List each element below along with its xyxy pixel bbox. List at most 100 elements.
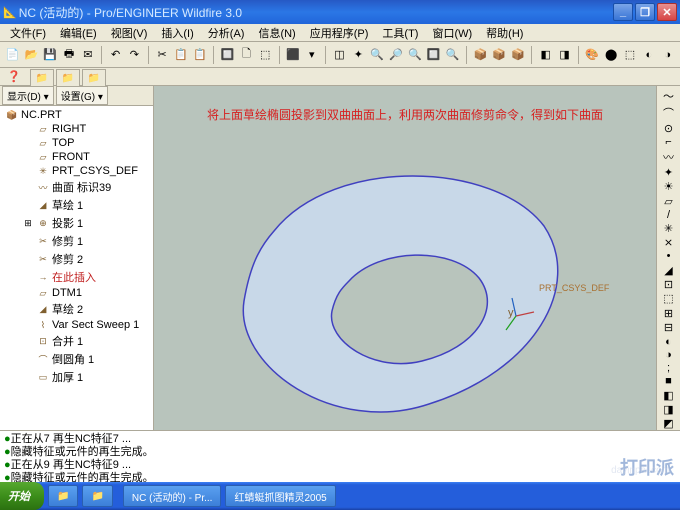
panel-tab[interactable]: 📁	[82, 69, 106, 87]
toolbar-button[interactable]: ◫	[331, 45, 348, 65]
tree-item[interactable]: ▱TOP	[2, 136, 151, 150]
tree-item[interactable]: ▭加厚 1	[2, 368, 151, 386]
toolbar-button[interactable]: ↶	[107, 45, 124, 65]
toolbar-button[interactable]: 📦	[510, 45, 527, 65]
menu-item[interactable]: 信息(N)	[252, 24, 301, 42]
expand-icon[interactable]: ⊞	[22, 218, 34, 228]
toolbar-button[interactable]: 🖶	[61, 45, 78, 65]
menu-item[interactable]: 应用程序(P)	[304, 24, 375, 42]
toolbar-button[interactable]: 📋	[191, 45, 208, 65]
toolbar-button[interactable]: ⬤	[603, 45, 620, 65]
right-tool-button[interactable]: /	[659, 209, 679, 221]
toolbar-button[interactable]: ◑	[659, 45, 676, 65]
taskbar-item[interactable]: 📁	[82, 485, 112, 507]
menu-item[interactable]: 帮助(H)	[480, 24, 529, 42]
tree-item[interactable]: ◢草绘 1	[2, 196, 151, 214]
menu-item[interactable]: 工具(T)	[376, 24, 424, 42]
tree-item[interactable]: ◢草绘 2	[2, 300, 151, 318]
toolbar-button[interactable]: ⬛	[284, 45, 301, 65]
toolbar-button[interactable]: 🗋	[238, 45, 255, 65]
right-tool-button[interactable]: ;	[659, 362, 679, 374]
right-tool-button[interactable]: ✦	[659, 166, 679, 179]
right-tool-button[interactable]: ⬚	[659, 292, 679, 305]
menu-item[interactable]: 分析(A)	[202, 24, 251, 42]
menu-item[interactable]: 文件(F)	[4, 24, 52, 42]
right-tool-button[interactable]: ⊡	[659, 278, 679, 291]
tree-item[interactable]: ✂修剪 1	[2, 232, 151, 250]
right-tool-button[interactable]: 〰	[659, 149, 679, 165]
right-tool-button[interactable]: ◩	[659, 417, 679, 430]
menu-item[interactable]: 编辑(E)	[54, 24, 103, 42]
right-tool-button[interactable]: ◨	[659, 403, 679, 416]
tree-item[interactable]: ✂修剪 2	[2, 250, 151, 268]
right-tool-button[interactable]: 〜	[659, 88, 679, 104]
toolbar-button[interactable]: ◧	[537, 45, 554, 65]
panel-tab[interactable]: 📁	[56, 69, 80, 87]
right-tool-button[interactable]: ◑	[659, 349, 679, 361]
tree-item[interactable]: ▱RIGHT	[2, 122, 151, 136]
tree-item[interactable]: ⌇Var Sect Sweep 1	[2, 318, 151, 332]
model-tree[interactable]: 📦 NC.PRT ▱RIGHT▱TOP▱FRONT✳PRT_CSYS_DEF〰曲…	[0, 106, 153, 430]
taskbar-item[interactable]: 📁	[48, 485, 78, 507]
tree-item[interactable]: ⌒倒圆角 1	[2, 350, 151, 368]
menu-item[interactable]: 窗口(W)	[426, 24, 478, 42]
tree-item[interactable]: 〰曲面 标识39	[2, 178, 151, 196]
right-tool-button[interactable]: ⌐	[659, 136, 679, 148]
maximize-button[interactable]: ❐	[635, 3, 655, 21]
taskbar-item[interactable]: NC (活动的) - Pr...	[123, 485, 222, 507]
right-tool-button[interactable]: ☀	[659, 180, 679, 193]
start-button[interactable]: 开始	[0, 482, 44, 510]
right-tool-button[interactable]: ◢	[659, 264, 679, 277]
right-tool-button[interactable]: ▱	[659, 195, 679, 208]
toolbar-button[interactable]: ◐	[640, 45, 657, 65]
toolbar-button[interactable]: ⬚	[622, 45, 639, 65]
toolbar-button[interactable]: ▾	[303, 45, 320, 65]
toolbar-button[interactable]: ↷	[126, 45, 143, 65]
right-tool-button[interactable]: ✳	[659, 222, 679, 235]
taskbar-item[interactable]: 红蜻蜓抓图精灵2005	[225, 485, 335, 507]
right-tool-button[interactable]: ⌒	[659, 105, 679, 121]
tree-item[interactable]: ⊞⊕投影 1	[2, 214, 151, 232]
right-tool-button[interactable]: ⊞	[659, 307, 679, 320]
minimize-button[interactable]: _	[613, 3, 633, 21]
toolbar-button[interactable]: ✦	[350, 45, 367, 65]
right-tool-button[interactable]: ◧	[659, 389, 679, 402]
toolbar-button[interactable]: 🔎	[388, 45, 405, 65]
viewport-3d[interactable]: 将上面草绘椭圆投影到双曲曲面上，利用两次曲面修剪命令，得到如下曲面 y PRT_…	[154, 86, 656, 430]
toolbar-button[interactable]: 📦	[472, 45, 489, 65]
right-tool-button[interactable]: •	[659, 250, 679, 262]
right-tool-button[interactable]: ◐	[659, 336, 679, 348]
toolbar-button[interactable]: 🔲	[425, 45, 442, 65]
toolbar-button[interactable]: ✉	[79, 45, 96, 65]
right-tool-button[interactable]: ■	[659, 375, 679, 387]
panel-tab[interactable]: 📁	[30, 69, 54, 87]
toolbar-button[interactable]: 🔍	[406, 45, 423, 65]
tree-item[interactable]: →在此插入	[2, 268, 151, 286]
close-button[interactable]: ✕	[657, 3, 677, 21]
tree-root[interactable]: 📦 NC.PRT	[2, 108, 151, 122]
tree-item[interactable]: ✳PRT_CSYS_DEF	[2, 164, 151, 178]
right-tool-button[interactable]: ⨯	[659, 236, 679, 249]
toolbar-button[interactable]: 📄	[4, 45, 21, 65]
toolbar-button[interactable]: ✂	[154, 45, 171, 65]
show-dropdown[interactable]: 显示(D) ▾	[2, 86, 54, 105]
toolbar-button[interactable]: 💾	[42, 45, 59, 65]
toolbar-button[interactable]: 🎨	[584, 45, 601, 65]
toolbar-button[interactable]: 🔍	[369, 45, 386, 65]
right-tool-button[interactable]: ⊟	[659, 321, 679, 334]
tree-item[interactable]: ▱DTM1	[2, 286, 151, 300]
toolbar-button[interactable]: 🔲	[219, 45, 236, 65]
toolbar-button[interactable]: ⬚	[257, 45, 274, 65]
help-icon[interactable]: ❓	[4, 67, 24, 87]
tree-item[interactable]: ⊡合并 1	[2, 332, 151, 350]
tree-item[interactable]: ▱FRONT	[2, 150, 151, 164]
config-dropdown[interactable]: 设置(G) ▾	[56, 86, 108, 105]
menu-item[interactable]: 视图(V)	[105, 24, 154, 42]
right-tool-button[interactable]: ⊙	[659, 122, 679, 135]
toolbar-button[interactable]: 📂	[23, 45, 40, 65]
toolbar-button[interactable]: 🔍	[444, 45, 461, 65]
toolbar-button[interactable]: ◨	[556, 45, 573, 65]
toolbar-button[interactable]: 📋	[173, 45, 190, 65]
toolbar-button[interactable]: 📦	[491, 45, 508, 65]
menu-item[interactable]: 插入(I)	[155, 24, 199, 42]
